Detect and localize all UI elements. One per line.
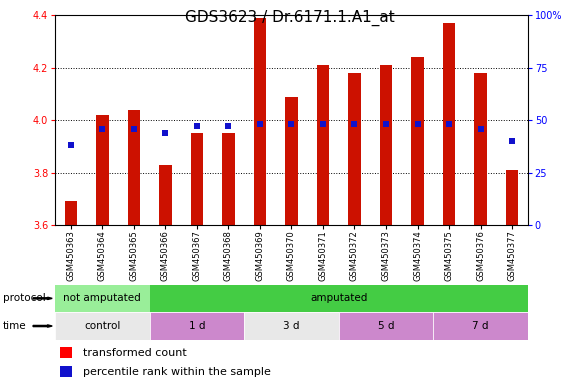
Bar bbox=[433, 312, 528, 340]
Text: time: time bbox=[3, 321, 27, 331]
Text: 5 d: 5 d bbox=[378, 321, 394, 331]
Text: transformed count: transformed count bbox=[84, 348, 187, 358]
Point bbox=[508, 138, 517, 144]
Bar bbox=[339, 312, 433, 340]
Text: GDS3623 / Dr.6171.1.A1_at: GDS3623 / Dr.6171.1.A1_at bbox=[185, 10, 395, 26]
Bar bbox=[96, 115, 108, 225]
Text: 3 d: 3 d bbox=[283, 321, 300, 331]
Bar bbox=[150, 312, 244, 340]
Text: amputated: amputated bbox=[310, 293, 367, 303]
Bar bbox=[348, 73, 361, 225]
Point bbox=[444, 121, 454, 127]
Point bbox=[161, 130, 170, 136]
Point bbox=[192, 123, 201, 129]
Point bbox=[97, 126, 107, 132]
Text: not amputated: not amputated bbox=[63, 293, 142, 303]
Bar bbox=[150, 285, 528, 312]
Point bbox=[255, 121, 264, 127]
Point bbox=[287, 121, 296, 127]
Text: protocol: protocol bbox=[3, 293, 46, 303]
Point bbox=[476, 126, 485, 132]
Bar bbox=[55, 312, 150, 340]
Point bbox=[224, 123, 233, 129]
Bar bbox=[128, 110, 140, 225]
Bar bbox=[64, 202, 77, 225]
Bar bbox=[253, 18, 266, 225]
Point bbox=[318, 121, 328, 127]
Bar bbox=[244, 312, 339, 340]
Text: percentile rank within the sample: percentile rank within the sample bbox=[84, 367, 271, 377]
Text: 7 d: 7 d bbox=[472, 321, 489, 331]
Text: control: control bbox=[84, 321, 121, 331]
Point bbox=[381, 121, 390, 127]
Point bbox=[129, 126, 139, 132]
Text: 1 d: 1 d bbox=[188, 321, 205, 331]
Bar bbox=[159, 165, 172, 225]
Point bbox=[66, 142, 75, 149]
Bar bbox=[443, 23, 455, 225]
Point bbox=[413, 121, 422, 127]
Bar bbox=[55, 285, 150, 312]
Bar bbox=[60, 348, 72, 358]
Bar bbox=[506, 170, 519, 225]
Bar bbox=[317, 65, 329, 225]
Bar bbox=[222, 133, 235, 225]
Bar bbox=[380, 65, 392, 225]
Point bbox=[350, 121, 359, 127]
Bar bbox=[191, 133, 203, 225]
Bar bbox=[285, 97, 298, 225]
Bar bbox=[411, 57, 424, 225]
Bar bbox=[60, 366, 72, 377]
Bar bbox=[474, 73, 487, 225]
